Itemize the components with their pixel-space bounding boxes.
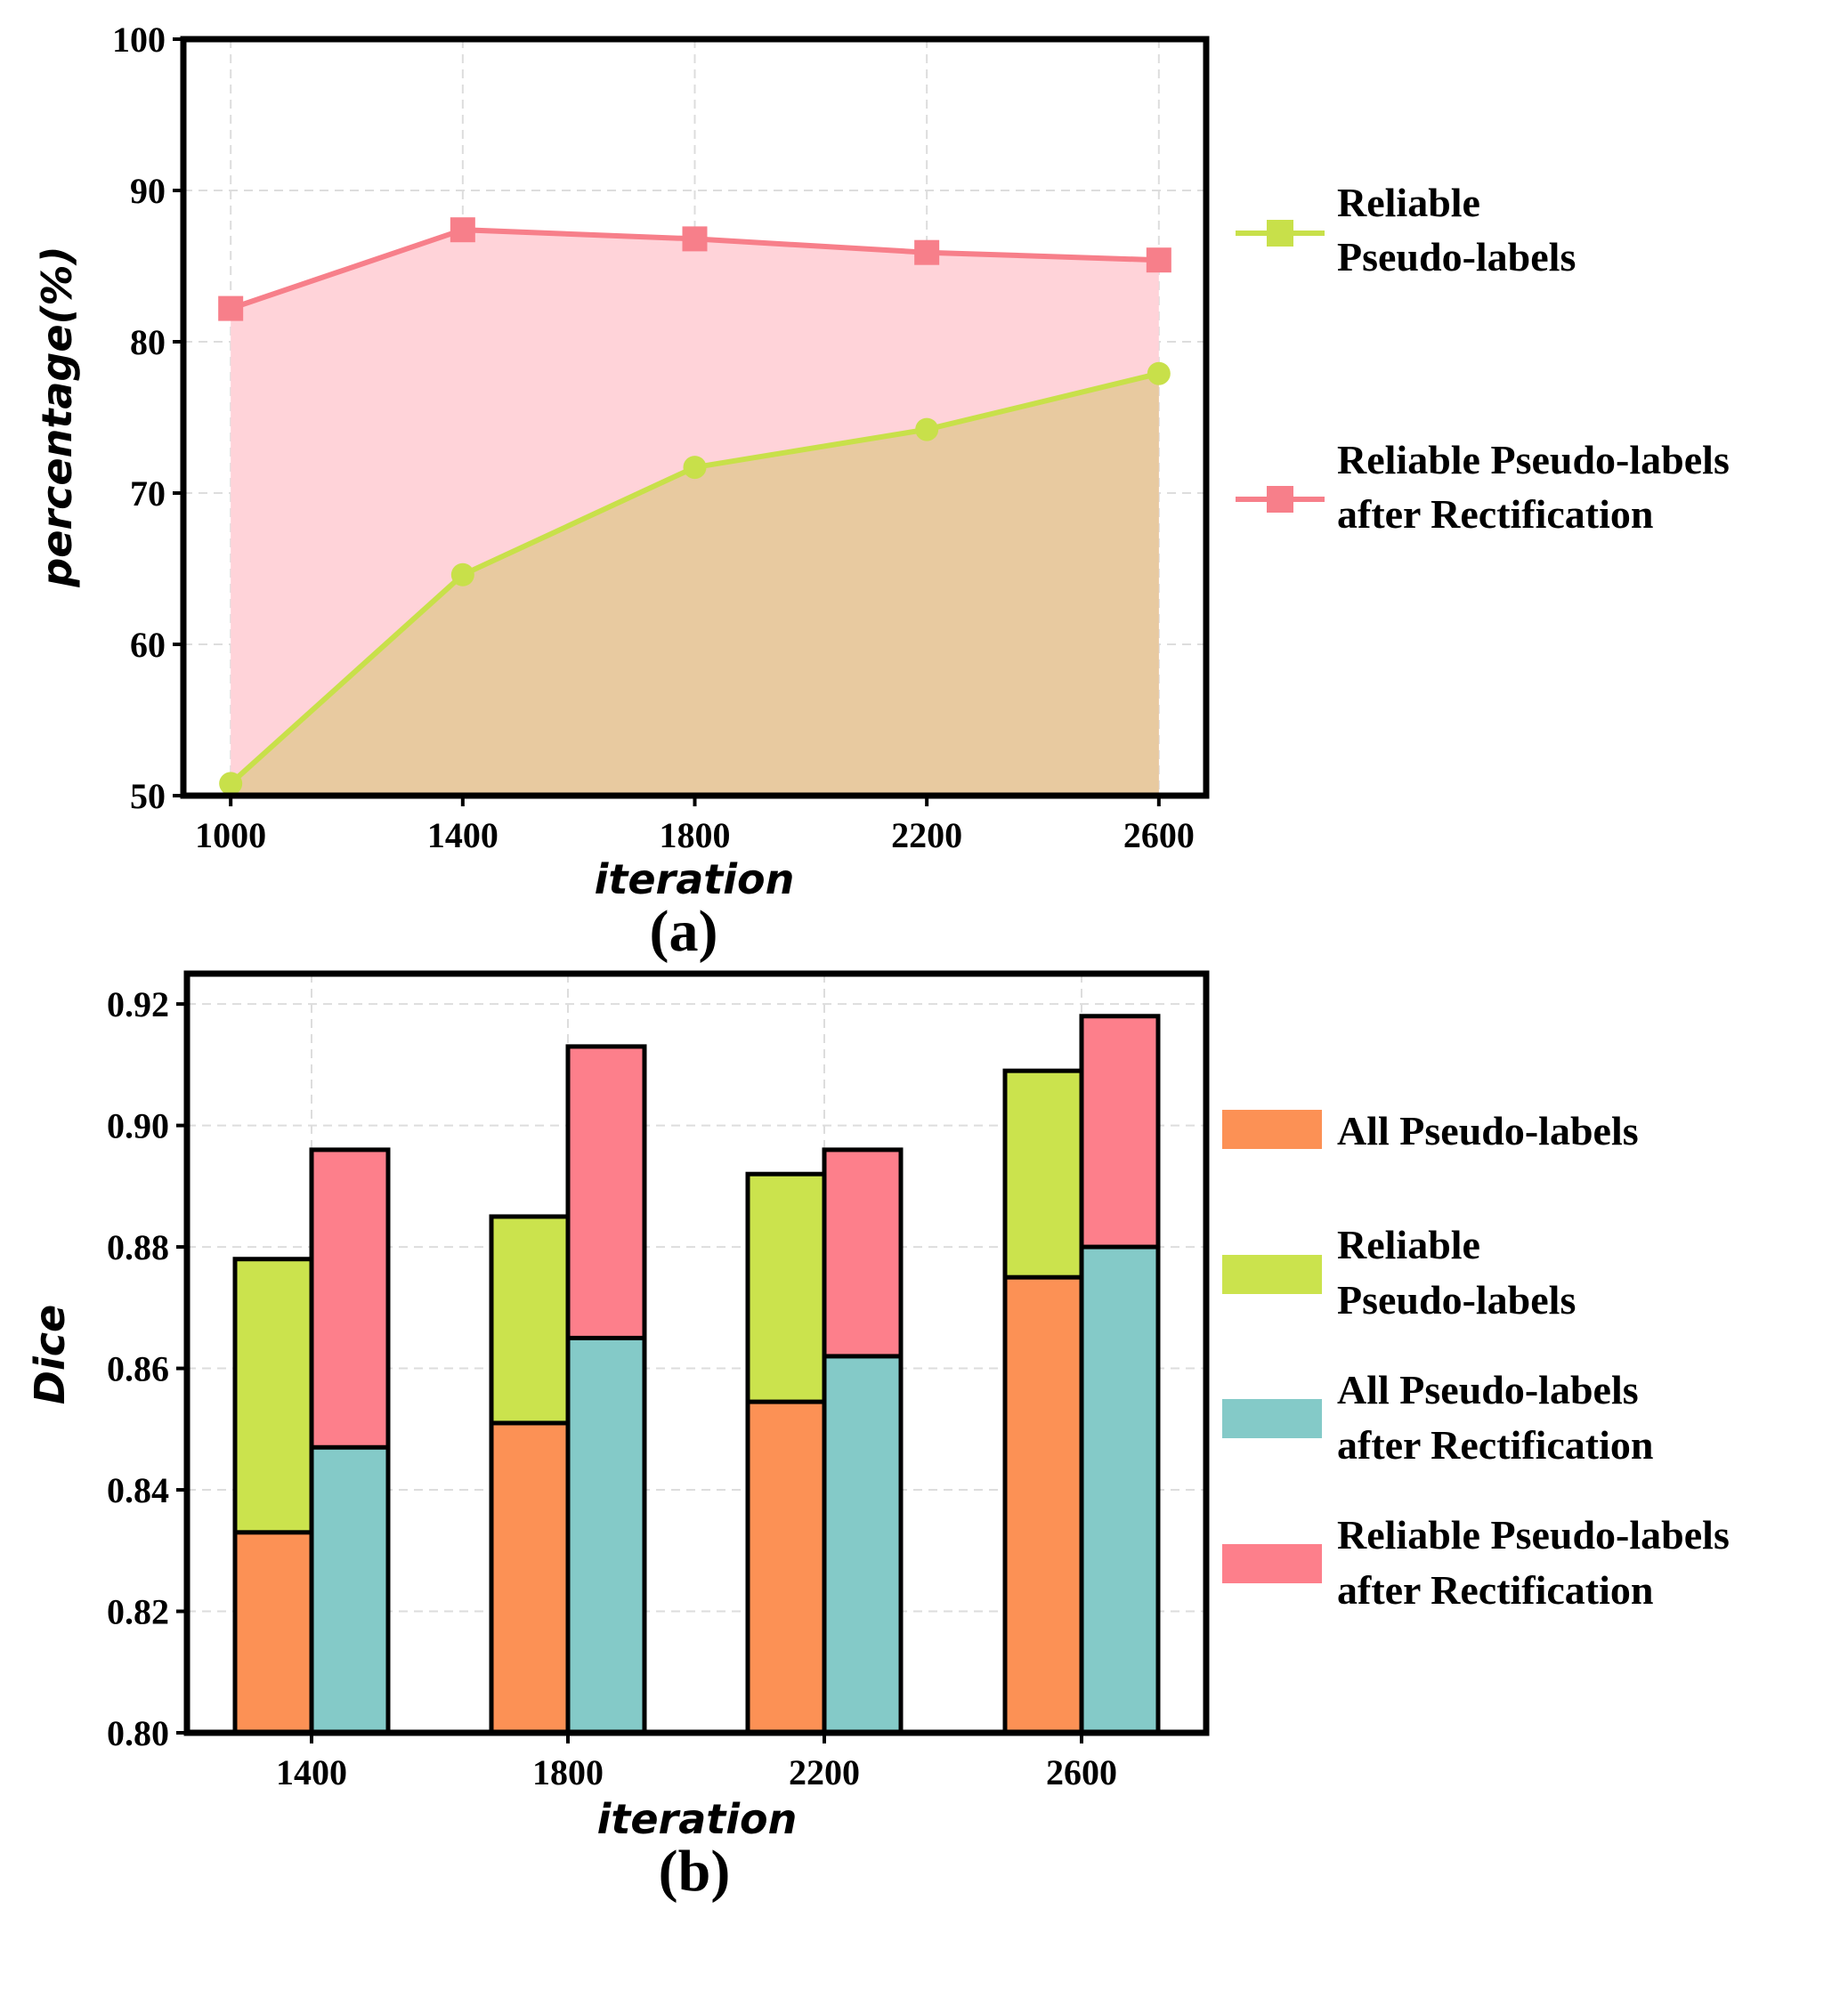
y-tick-label: 0.90 bbox=[107, 1106, 169, 1146]
y-tick-label: 0.92 bbox=[107, 984, 169, 1024]
legend-marker bbox=[1267, 486, 1293, 513]
data-point bbox=[218, 295, 244, 321]
chart-b: 0.80 0.82 0.84 0.86 0.88 0.90 0.92 1400 1800 2200… bbox=[26, 970, 1730, 1904]
y-axis-label: percentage(%) bbox=[33, 246, 81, 587]
legend-patch bbox=[1222, 1255, 1322, 1294]
y-tick-label: 0.80 bbox=[107, 1713, 169, 1753]
bar bbox=[1079, 1244, 1161, 1735]
data-point bbox=[915, 417, 939, 441]
data-point bbox=[683, 456, 707, 480]
y-tick-label: 90 bbox=[130, 171, 166, 211]
caption-b: (b) bbox=[659, 1839, 731, 1904]
y-tick-label: 0.88 bbox=[107, 1227, 169, 1267]
legend-label: All Pseudo-labels bbox=[1337, 1367, 1639, 1412]
legend-label: All Pseudo-labels bbox=[1337, 1108, 1639, 1153]
x-axis-label: iteration bbox=[595, 855, 795, 903]
legend-label: after Rectification bbox=[1337, 1422, 1654, 1468]
legend-label: Reliable Pseudo-labels bbox=[1337, 437, 1730, 482]
y-tick-label: 80 bbox=[130, 322, 166, 362]
data-point bbox=[1146, 247, 1171, 273]
data-point bbox=[1147, 361, 1171, 385]
y-axis-label: Dice bbox=[26, 1305, 74, 1404]
x-tick-label: 2600 bbox=[1046, 1752, 1117, 1792]
legend-label: Pseudo-labels bbox=[1337, 234, 1576, 279]
x-tick-label: 1400 bbox=[427, 815, 498, 855]
y-tick-label: 0.82 bbox=[107, 1592, 169, 1632]
legend-label: Pseudo-labels bbox=[1337, 1277, 1576, 1323]
data-point bbox=[914, 239, 940, 265]
y-tick-label: 100 bbox=[112, 20, 166, 60]
legend-marker bbox=[1267, 220, 1293, 247]
x-tick-label: 1400 bbox=[276, 1752, 347, 1792]
legend-patch bbox=[1222, 1544, 1322, 1583]
y-tick-label: 70 bbox=[130, 473, 166, 514]
x-tick-label: 1800 bbox=[532, 1752, 604, 1792]
legend-label: Reliable bbox=[1337, 180, 1480, 225]
legend-label: after Rectification bbox=[1337, 491, 1654, 537]
caption-a: (a) bbox=[650, 899, 718, 964]
x-tick-label: 2200 bbox=[891, 815, 962, 855]
chart-a: 50 60 70 80 90 100 1000 1400 1800 2200 2600 iterati… bbox=[33, 20, 1730, 964]
x-tick-label: 2200 bbox=[789, 1752, 860, 1792]
data-point bbox=[682, 226, 708, 252]
bar bbox=[309, 1444, 391, 1735]
bar bbox=[232, 1530, 314, 1735]
plot-frame bbox=[183, 970, 1210, 1736]
x-tick-label: 1800 bbox=[660, 815, 731, 855]
y-tick-label: 0.84 bbox=[107, 1470, 169, 1510]
legend-patch bbox=[1222, 1110, 1322, 1149]
x-axis-label: iteration bbox=[597, 1795, 798, 1843]
data-point bbox=[450, 562, 474, 586]
bar bbox=[489, 1420, 571, 1735]
y-tick-label: 0.86 bbox=[107, 1349, 169, 1389]
bar bbox=[745, 1399, 827, 1735]
legend-label: Reliable Pseudo-labels bbox=[1337, 1512, 1730, 1557]
bar bbox=[565, 1335, 647, 1735]
x-tick-label: 1000 bbox=[195, 815, 266, 855]
bar bbox=[1002, 1274, 1084, 1735]
data-point bbox=[450, 217, 475, 243]
data-point bbox=[219, 772, 243, 796]
legend-patch bbox=[1222, 1399, 1322, 1438]
legend-label: Reliable bbox=[1337, 1222, 1480, 1267]
legend-label: after Rectification bbox=[1337, 1567, 1654, 1613]
x-tick-label: 2600 bbox=[1123, 815, 1195, 855]
area-reliable bbox=[231, 373, 1159, 796]
y-tick-label: 50 bbox=[130, 776, 166, 816]
y-tick-label: 60 bbox=[130, 625, 166, 665]
bar bbox=[822, 1354, 904, 1735]
